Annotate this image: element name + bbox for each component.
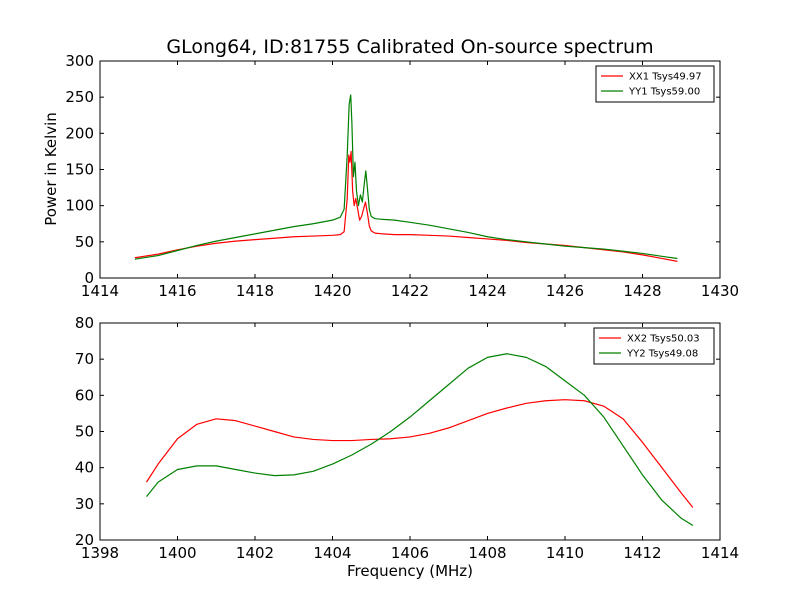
y-tick-label: 40 — [75, 459, 94, 477]
y-tick-label: 70 — [75, 350, 94, 368]
y-tick-label: 200 — [65, 124, 94, 142]
y-tick-label: 300 — [65, 52, 94, 70]
series-line-2 — [146, 353, 694, 527]
x-tick-label: 1412 — [623, 544, 661, 562]
x-tick-label: 1408 — [468, 544, 506, 562]
x-tick-label: 1402 — [236, 544, 274, 562]
x-axis-label: Frequency (MHz) — [347, 562, 473, 580]
x-tick-label: 1416 — [158, 282, 196, 300]
legend-label: YY1 Tsys59.00 — [628, 87, 700, 98]
x-tick-label: 1430 — [701, 282, 739, 300]
bottom-chart: Frequency (MHz) 1398 1400 1402 1404 1406 1408… — [75, 314, 739, 580]
legend-label: YY2 Tsys49.08 — [626, 349, 698, 360]
series-line-2 — [134, 94, 678, 260]
x-tick-label: 1414 — [701, 544, 739, 562]
y-axis-label: Power in Kelvin — [42, 112, 60, 226]
x-tick-label: 1398 — [81, 544, 119, 562]
x-tick-label: 1426 — [546, 282, 584, 300]
y-tick-label: 30 — [75, 495, 94, 513]
x-tick-label: 1414 — [81, 282, 119, 300]
legend-label: XX1 Tsys49.97 — [629, 72, 702, 83]
legend: XX2 Tsys50.03 YY2 Tsys49.08 — [593, 327, 715, 365]
top-chart: GLong64, ID:81755 Calibrated On-source s… — [42, 36, 739, 300]
x-tick-label: 1410 — [546, 544, 584, 562]
y-tick-label: 60 — [75, 386, 94, 404]
x-tick-label: 1404 — [313, 544, 351, 562]
x-tick-label: 1418 — [236, 282, 274, 300]
y-tick-label: 50 — [75, 423, 94, 441]
x-tick-label: 1428 — [623, 282, 661, 300]
y-tick-label: 20 — [75, 531, 94, 549]
y-tick-label: 80 — [75, 314, 94, 332]
x-tick-label: 1422 — [391, 282, 429, 300]
x-tick-label: 1420 — [313, 282, 351, 300]
chart-title: GLong64, ID:81755 Calibrated On-source s… — [166, 36, 653, 58]
legend-box — [593, 327, 715, 365]
legend-box — [595, 65, 715, 103]
series-line-1 — [145, 399, 694, 508]
y-tick-label: 0 — [84, 269, 94, 287]
legend-label: XX2 Tsys50.03 — [627, 334, 700, 345]
x-tick-label: 1406 — [391, 544, 429, 562]
series-line-1 — [134, 150, 678, 262]
y-tick-label: 50 — [75, 233, 94, 251]
y-tick-label: 150 — [65, 161, 94, 179]
x-tick-label: 1424 — [468, 282, 506, 300]
x-tick-label: 1400 — [158, 544, 196, 562]
legend: XX1 Tsys49.97 YY1 Tsys59.00 — [595, 65, 715, 103]
y-tick-label: 250 — [65, 88, 94, 106]
y-tick-label: 100 — [65, 197, 94, 215]
